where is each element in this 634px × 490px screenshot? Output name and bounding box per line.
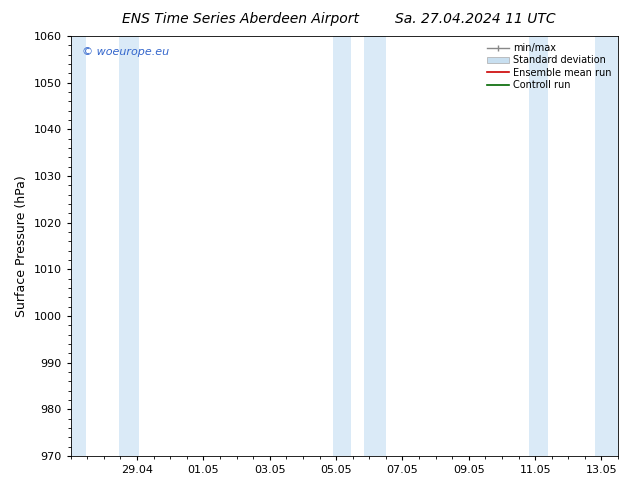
- Bar: [333, 36, 351, 456]
- Bar: [529, 36, 548, 456]
- Bar: [71, 36, 86, 456]
- Text: ENS Time Series Aberdeen Airport: ENS Time Series Aberdeen Airport: [122, 12, 359, 26]
- Bar: [119, 36, 139, 456]
- Y-axis label: Surface Pressure (hPa): Surface Pressure (hPa): [15, 175, 28, 317]
- Legend: min/max, Standard deviation, Ensemble mean run, Controll run: min/max, Standard deviation, Ensemble me…: [484, 39, 615, 94]
- Text: © woeurope.eu: © woeurope.eu: [82, 47, 169, 57]
- Bar: [365, 36, 386, 456]
- Bar: [595, 36, 618, 456]
- Text: Sa. 27.04.2024 11 UTC: Sa. 27.04.2024 11 UTC: [395, 12, 556, 26]
